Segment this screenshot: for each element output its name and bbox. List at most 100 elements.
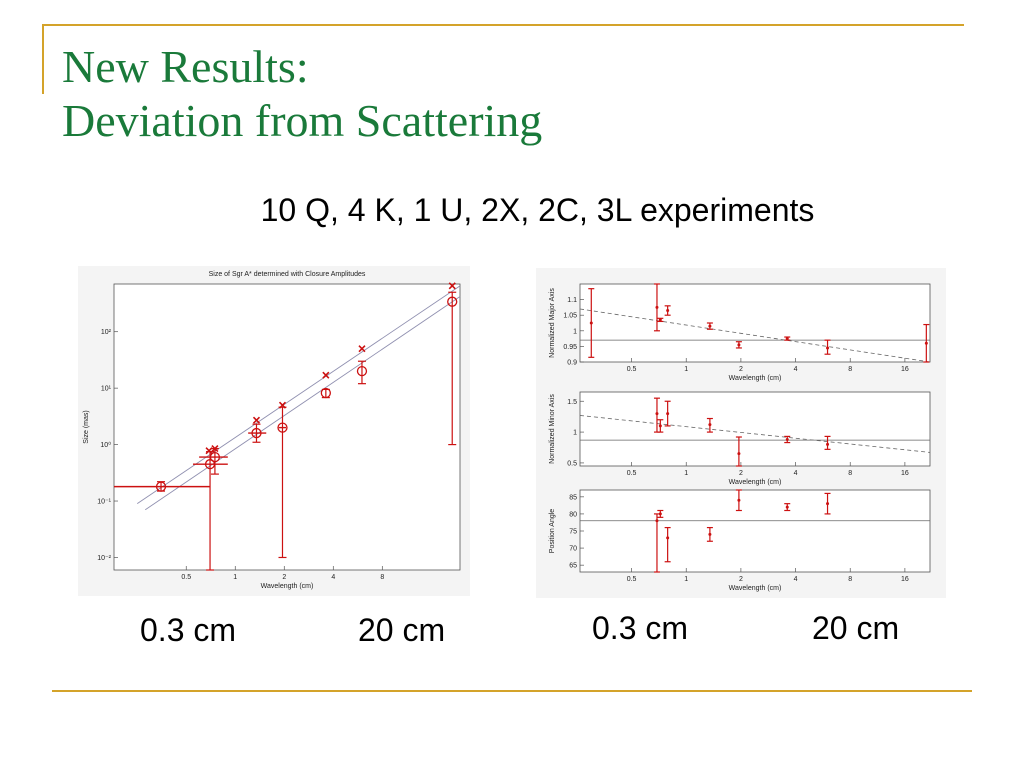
data-point-circle — [356, 366, 368, 377]
data-point-cross — [358, 345, 366, 353]
y-axis-label: Normalized Minor Axis — [549, 394, 556, 464]
y-tick-label: 10¹ — [101, 386, 112, 393]
y-tick-label: 65 — [569, 563, 577, 570]
y-tick-label: 10⁻¹ — [97, 499, 111, 506]
top-rule — [42, 24, 964, 26]
y-tick-label: 1 — [573, 430, 577, 437]
data-point — [658, 424, 662, 428]
x-axis-label: Wavelength (cm) — [729, 375, 782, 382]
data-point — [655, 519, 659, 523]
left-caption-start: 0.3 cm — [140, 612, 237, 648]
x-tick-label: 4 — [794, 576, 798, 583]
data-point — [737, 452, 741, 456]
x-tick-label: 1 — [684, 366, 688, 373]
data-point-circle — [209, 451, 221, 463]
data-point-circle — [277, 422, 288, 433]
title-line-2: Deviation from Scattering — [62, 95, 543, 146]
data-point — [666, 412, 670, 416]
y-tick-label: 1.1 — [567, 297, 577, 304]
y-tick-label: 0.9 — [567, 360, 577, 367]
x-tick-label: 2 — [739, 366, 743, 373]
plot-frame — [579, 489, 931, 573]
data-point — [655, 305, 659, 309]
left-rule — [42, 24, 44, 94]
data-point — [658, 318, 662, 322]
data-point — [655, 412, 659, 416]
x-tick-label: 4 — [794, 366, 798, 373]
y-axis-label: Normalized Major Axis — [549, 288, 556, 358]
x-tick-label: 1 — [684, 470, 688, 477]
data-point-cross — [278, 401, 287, 409]
fit-line — [144, 296, 461, 511]
x-tick-label: 8 — [380, 574, 384, 581]
x-tick-label: 0.5 — [627, 366, 637, 373]
trend-line — [579, 308, 931, 363]
y-axis-label: Size (mas) — [83, 410, 90, 443]
y-tick-label: 1.5 — [567, 399, 577, 406]
x-tick-label: 8 — [848, 470, 852, 477]
data-point-cross — [448, 282, 456, 290]
x-tick-label: 2 — [282, 574, 286, 581]
y-tick-label: 10² — [101, 329, 112, 336]
y-tick-label: 80 — [569, 511, 577, 518]
slide-subtitle: 10 Q, 4 K, 1 U, 2X, 2C, 3L experiments — [260, 192, 815, 228]
chart-title: Size of Sgr A* determined with Closure A… — [209, 271, 366, 278]
plot-frame — [579, 283, 931, 363]
data-point — [708, 423, 712, 427]
x-axis-label: Wavelength (cm) — [729, 479, 782, 486]
y-tick-label: 85 — [569, 494, 577, 501]
right-caption-end: 20 cm — [812, 610, 900, 646]
data-point — [708, 324, 712, 328]
data-point-circle — [251, 427, 262, 439]
x-tick-label: 16 — [901, 576, 909, 583]
y-tick-label: 10⁰ — [100, 441, 111, 449]
data-point-cross — [205, 447, 213, 455]
y-tick-label: 0.5 — [567, 460, 577, 467]
x-tick-label: 16 — [901, 366, 909, 373]
y-axis-label: Position Angle — [549, 509, 556, 553]
data-point-circle — [447, 296, 458, 307]
data-point — [826, 442, 830, 446]
data-point — [785, 505, 789, 509]
x-tick-label: 1 — [233, 574, 237, 581]
size-chart: 0.5 1 2 4 8 10⁻² 10⁻¹ 10⁰ 10¹ 10² Wavelength (cm) S… — [78, 266, 470, 596]
data-point — [785, 337, 789, 341]
data-point-circle — [155, 481, 167, 492]
x-tick-label: 4 — [794, 470, 798, 477]
fit-line — [136, 285, 461, 504]
left-caption-end: 20 cm — [358, 612, 446, 648]
x-axis-label: Wavelength (cm) — [729, 585, 782, 592]
data-point-cross — [322, 371, 330, 379]
plot-frame — [579, 391, 931, 467]
data-point — [826, 502, 830, 506]
x-tick-label: 16 — [901, 470, 909, 477]
data-point — [826, 346, 830, 350]
x-tick-label: 2 — [739, 576, 743, 583]
y-tick-label: 0.95 — [563, 344, 577, 351]
data-point — [589, 321, 593, 325]
data-point-cross — [211, 445, 219, 453]
data-point — [708, 532, 712, 536]
x-tick-label: 8 — [848, 576, 852, 583]
y-tick-label: 70 — [569, 546, 577, 553]
x-tick-label: 0.5 — [627, 576, 637, 583]
title-line-1: New Results: — [62, 41, 309, 92]
y-tick-label: 10⁻² — [97, 555, 111, 562]
axis-ratio-charts: 0.5 1 2 4 8 16 0.9 0.95 1 1.05 1.1 Wavelength (cm) N… — [536, 268, 946, 598]
x-tick-label: 0.5 — [627, 470, 637, 477]
x-axis-label: Wavelength (cm) — [261, 583, 314, 590]
x-tick-label: 2 — [739, 470, 743, 477]
data-point — [666, 309, 670, 313]
y-tick-label: 75 — [569, 529, 577, 536]
data-point — [658, 512, 662, 516]
trend-line — [579, 415, 931, 453]
x-tick-label: 1 — [684, 576, 688, 583]
x-tick-label: 4 — [331, 574, 335, 581]
right-caption-start: 0.3 cm — [592, 610, 689, 646]
slide-title: New Results: Deviation from Scattering — [62, 40, 542, 148]
data-point-cross — [252, 416, 261, 424]
y-tick-label: 1.05 — [563, 313, 577, 320]
x-tick-label: 0.5 — [181, 574, 191, 581]
data-point-circle — [320, 387, 331, 399]
x-tick-label: 8 — [848, 366, 852, 373]
